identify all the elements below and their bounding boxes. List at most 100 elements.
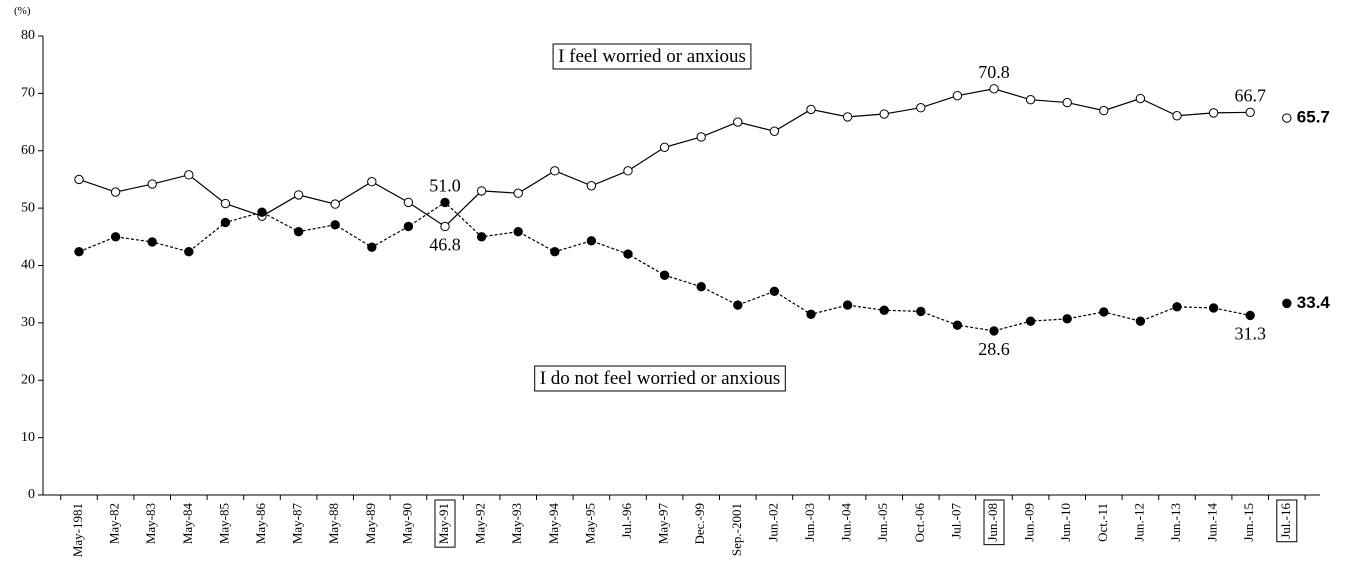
x-tick-label: May-92 [473,503,488,544]
data-point [1245,107,1255,118]
data-point [769,286,780,297]
data-point [879,305,889,315]
data-point [916,103,926,113]
data-label: 31.3 [1234,323,1266,343]
data-point [842,300,853,310]
data-label: 46.8 [429,234,461,254]
data-point [1208,303,1219,313]
x-tick-label: Jun.-15 [1241,503,1256,542]
y-tick-label: 60 [21,143,35,158]
x-tick-label: Jun.-04 [839,503,854,542]
y-tick-label: 30 [21,315,35,330]
data-point [184,247,194,257]
annotation-box [552,43,752,70]
data-point [147,179,157,189]
data-point [403,221,414,232]
data-point [659,142,670,153]
series-line [78,201,1251,332]
x-tick-label: May-95 [582,503,597,544]
data-point [440,197,450,208]
data-point [733,117,743,127]
data-point [1025,316,1036,326]
x-tick-label: May-88 [326,503,341,544]
data-point [550,247,560,257]
data-point [733,300,743,310]
data-point [623,166,633,176]
data-point [952,320,963,330]
data-point [989,84,999,94]
x-tick-label: May-85 [216,503,231,544]
x-tick-label: Sep.-2001 [729,503,744,556]
x-tick-label: May-1981 [70,503,85,557]
data-point [916,306,926,317]
data-point [1025,94,1036,105]
data-point [1135,316,1146,326]
x-tick-label: May-82 [107,503,122,544]
x-tick-label: Oct.-06 [912,503,927,543]
y-tick-label: 10 [21,430,35,445]
data-point [293,226,304,237]
x-tick-label: Jul.-96 [619,503,634,539]
category-highlight-box [434,499,456,548]
data-point [110,187,121,197]
data-point [476,232,487,242]
data-point [74,174,84,185]
x-tick-label: May-90 [399,503,414,544]
data-point [110,232,121,242]
x-tick-label: May-84 [180,503,195,545]
data-label: 51.0 [429,175,461,195]
x-tick-label: Jun.-12 [1131,503,1146,542]
data-point [1135,93,1146,104]
series-annotation: I do not feel worried or anxious [540,368,781,389]
x-tick-label: Jun.-09 [1022,503,1037,542]
data-point [513,226,523,237]
category-highlight-box [983,499,1005,546]
data-point [367,242,377,252]
data-point [696,282,706,292]
series-annotation: I feel worried or anxious [558,46,746,67]
x-tick-label: May-91 [436,503,451,544]
data-point [403,197,414,208]
y-tick-label: 0 [28,487,35,502]
x-tick-label: Jun.-14 [1205,503,1220,542]
x-tick-label: Jun.-13 [1168,503,1183,542]
data-point [257,207,267,217]
data-point [550,166,560,176]
x-tick-label: Jun.-02 [765,503,780,542]
data-point [293,190,304,200]
data-point [1245,310,1255,321]
data-point [952,90,963,101]
series-line [78,88,1251,228]
data-point [184,170,194,180]
data-point [74,247,84,257]
x-tick-label: Jul.-16 [1278,503,1293,539]
data-point [806,104,816,115]
data-point [476,186,487,196]
x-tick-label: Jul.-07 [948,503,963,539]
data-point [147,237,157,247]
y-tick-label: 50 [21,200,35,215]
y-unit-label: (%) [14,5,31,17]
data-point [367,177,377,187]
data-point [330,199,340,209]
x-tick-label: May-87 [290,503,305,545]
annotation-box [534,365,786,392]
data-point [440,221,450,232]
data-point [330,220,340,230]
data-point [879,109,889,119]
data-point [1172,111,1182,121]
data-point [696,132,706,142]
x-tick-label: Jun.-08 [985,503,1000,542]
data-point [1099,105,1109,116]
x-tick-label: May-94 [546,503,561,545]
data-label: 33.4 [1297,293,1331,312]
data-label: 70.8 [978,62,1010,82]
x-tick-label: Jun.-05 [875,503,890,542]
x-tick-label: May-86 [253,503,268,545]
x-tick-label: Dec.-99 [692,503,707,545]
data-point [220,217,231,228]
x-tick-label: May-97 [656,503,671,545]
data-label: 65.7 [1297,108,1330,127]
data-point [1062,314,1072,324]
